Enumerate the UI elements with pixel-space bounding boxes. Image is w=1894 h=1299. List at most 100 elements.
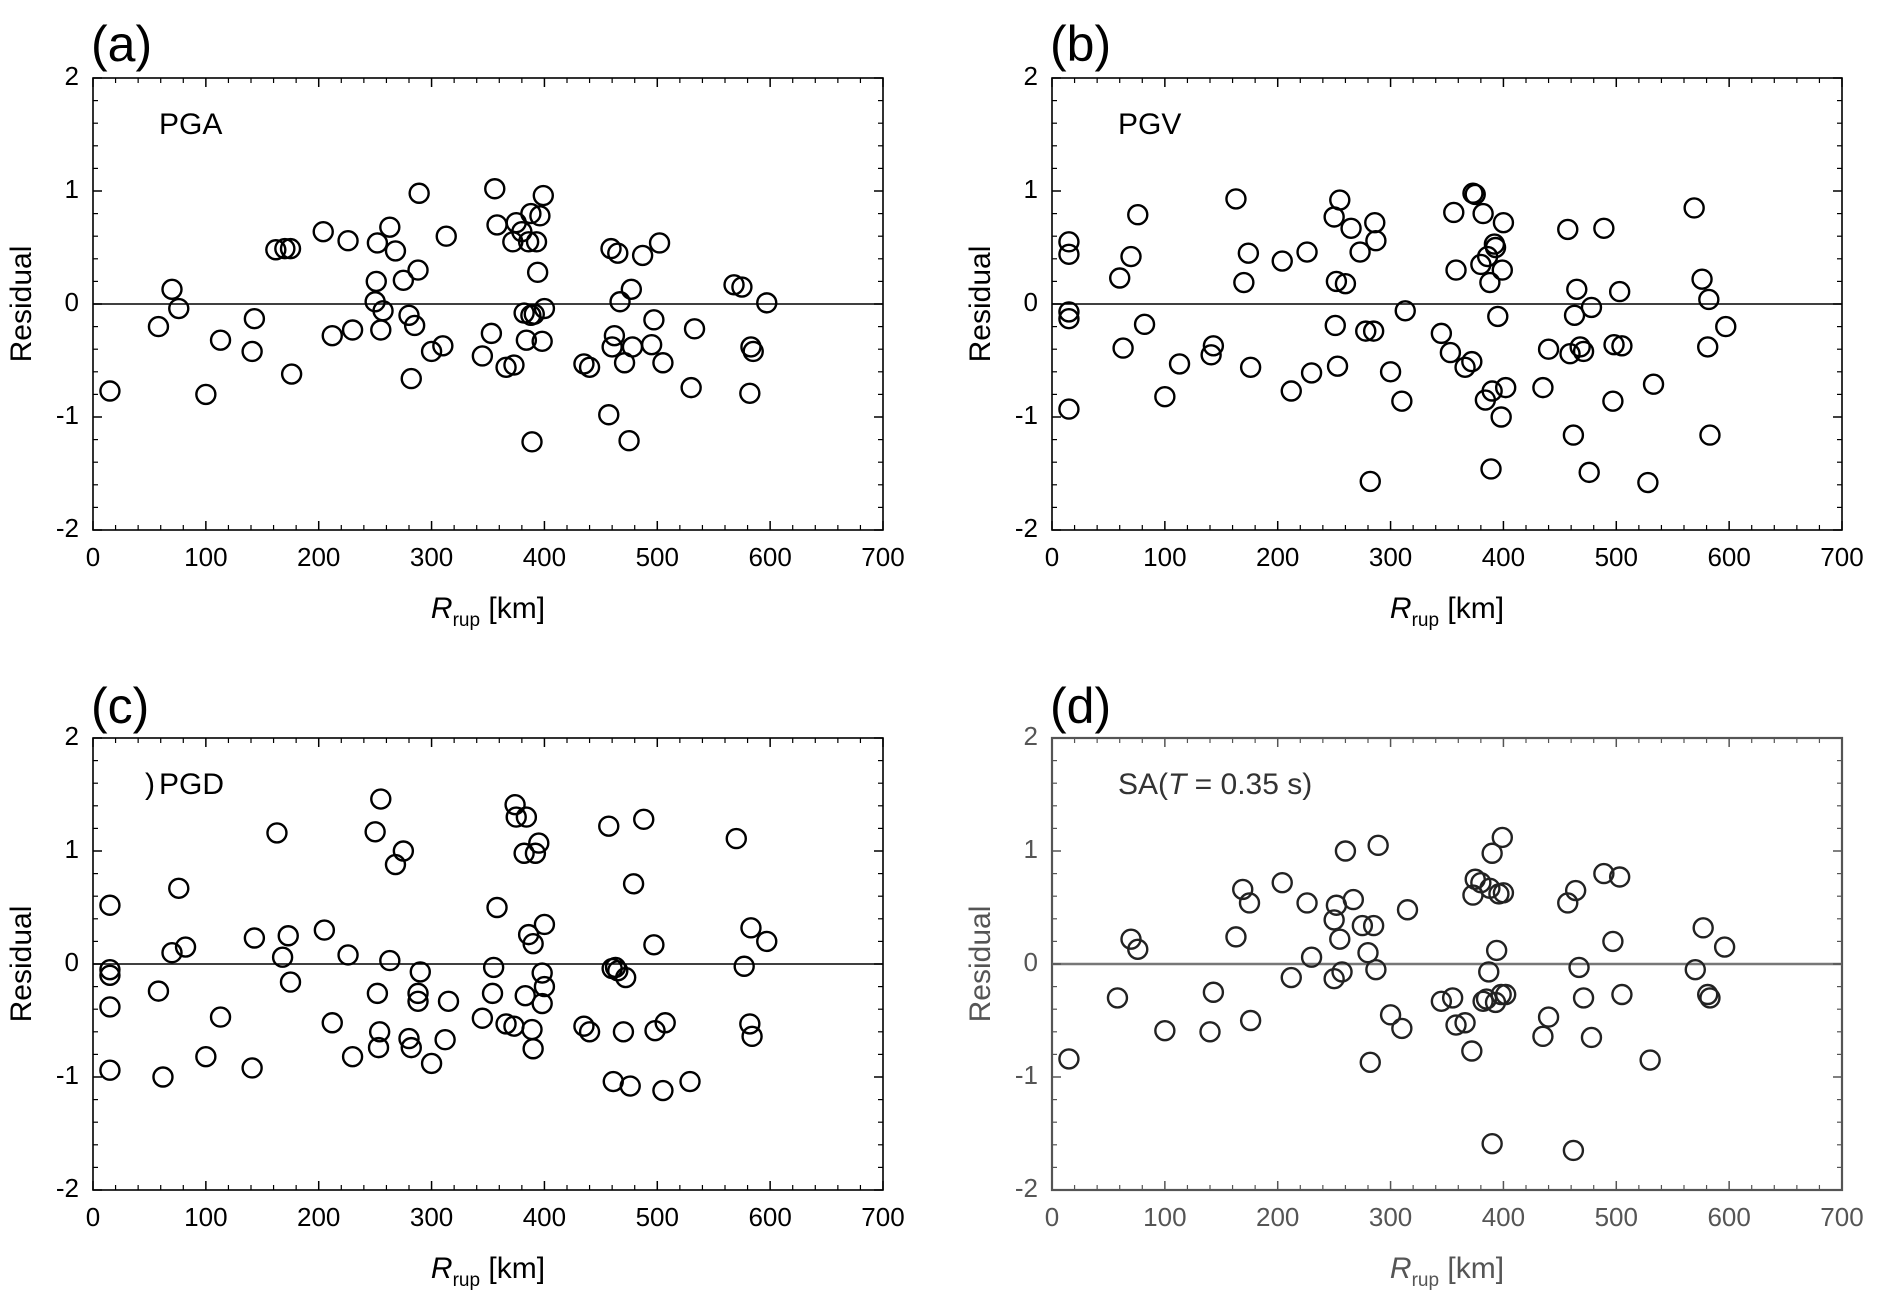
data-point — [1443, 201, 1465, 224]
data-point — [341, 1045, 364, 1068]
data-point — [598, 404, 620, 426]
y-axis-label: Residual — [964, 906, 997, 1023]
data-point — [1699, 424, 1721, 446]
data-point — [731, 276, 753, 298]
data-point — [370, 788, 392, 810]
x-tick-label: 400 — [1482, 542, 1525, 572]
data-point — [739, 1013, 761, 1035]
data-point — [471, 1007, 494, 1029]
data-point — [209, 1006, 232, 1028]
data-point — [1492, 882, 1515, 904]
data-point — [486, 214, 508, 236]
data-point — [1296, 241, 1318, 263]
x-axis-label-sub: rup — [453, 1270, 480, 1291]
data-point — [524, 842, 547, 864]
data-point — [1154, 1019, 1176, 1042]
x-tick-label: 0 — [1045, 542, 1059, 572]
panel-letter: (c) — [91, 678, 149, 734]
data-point — [1364, 211, 1386, 234]
x-axis-label-unit: [km] — [480, 592, 545, 625]
x-tick-label: 600 — [748, 1202, 791, 1232]
panel-title-suffix: = 0.35 s) — [1186, 768, 1312, 801]
data-point — [521, 1018, 543, 1041]
data-point — [403, 314, 426, 337]
x-axis-label-sub: rup — [1412, 1270, 1439, 1291]
data-point — [341, 319, 364, 341]
panel-title: PGA — [159, 108, 222, 141]
data-point — [1280, 966, 1302, 989]
data-point — [1454, 1012, 1476, 1034]
data-point — [1394, 300, 1416, 322]
y-tick-label: -2 — [56, 1173, 79, 1203]
data-point — [1359, 470, 1381, 493]
x-tick-label: 400 — [523, 1202, 566, 1232]
data-points — [99, 178, 778, 453]
data-point — [1479, 271, 1501, 294]
data-point — [1569, 336, 1591, 358]
data-point — [1238, 892, 1261, 914]
data-point — [241, 1057, 263, 1079]
data-point — [480, 322, 503, 345]
data-point — [1537, 338, 1560, 360]
data-point — [486, 896, 508, 919]
data-point — [1280, 380, 1302, 402]
x-tick-label: 100 — [1143, 1202, 1186, 1232]
data-point — [1461, 350, 1483, 373]
x-tick-label: 100 — [184, 1202, 227, 1232]
data-point — [1602, 930, 1624, 953]
data-point — [633, 808, 655, 831]
data-point — [1200, 344, 1222, 366]
data-point — [503, 354, 525, 376]
data-point — [1699, 987, 1721, 1009]
data-point — [195, 1045, 217, 1068]
data-point — [99, 964, 121, 986]
y-axis-label: Residual — [5, 906, 38, 1023]
data-point — [1568, 956, 1590, 979]
data-point — [1391, 390, 1413, 412]
data-point — [1225, 926, 1247, 948]
data-point — [618, 430, 640, 452]
data-point — [620, 278, 643, 301]
data-point — [740, 917, 762, 939]
x-tick-label: 200 — [1256, 542, 1299, 572]
data-point — [384, 240, 407, 262]
data-point — [622, 873, 645, 895]
data-point — [601, 336, 623, 358]
y-tick-label: 1 — [1024, 174, 1038, 204]
data-point — [1580, 1026, 1603, 1049]
data-point — [1494, 983, 1517, 1006]
x-tick-label: 0 — [1045, 1202, 1059, 1232]
data-point — [1355, 320, 1377, 342]
data-point — [522, 1038, 544, 1060]
data-point — [1340, 217, 1362, 239]
data-point — [337, 230, 359, 252]
data-point — [1058, 231, 1080, 253]
data-point — [1334, 840, 1357, 862]
data-point — [532, 184, 554, 207]
x-tick-label: 500 — [636, 1202, 679, 1232]
data-point — [1362, 914, 1385, 937]
x-tick-label: 200 — [1256, 1202, 1299, 1232]
data-point — [573, 1015, 595, 1037]
data-point — [279, 237, 302, 260]
data-point — [1683, 197, 1705, 219]
x-axis-label-main: R — [1390, 1252, 1412, 1285]
x-axis-label: Rrup [km] — [431, 592, 545, 631]
data-point — [99, 894, 121, 916]
data-point — [195, 383, 217, 406]
data-point — [1237, 242, 1260, 264]
data-points — [1058, 826, 1736, 1162]
data-point — [733, 955, 755, 977]
data-point — [1464, 183, 1486, 206]
x-axis-label-main: R — [431, 1252, 453, 1285]
data-point — [495, 1013, 517, 1035]
data-point — [640, 333, 663, 356]
data-point — [1715, 315, 1737, 338]
data-point — [515, 329, 538, 351]
data-point — [514, 984, 536, 1007]
data-point — [619, 1075, 641, 1097]
data-point — [481, 982, 504, 1005]
data-point — [1430, 990, 1453, 1012]
x-tick-label: 400 — [1482, 1202, 1525, 1232]
data-point — [1239, 1009, 1262, 1032]
